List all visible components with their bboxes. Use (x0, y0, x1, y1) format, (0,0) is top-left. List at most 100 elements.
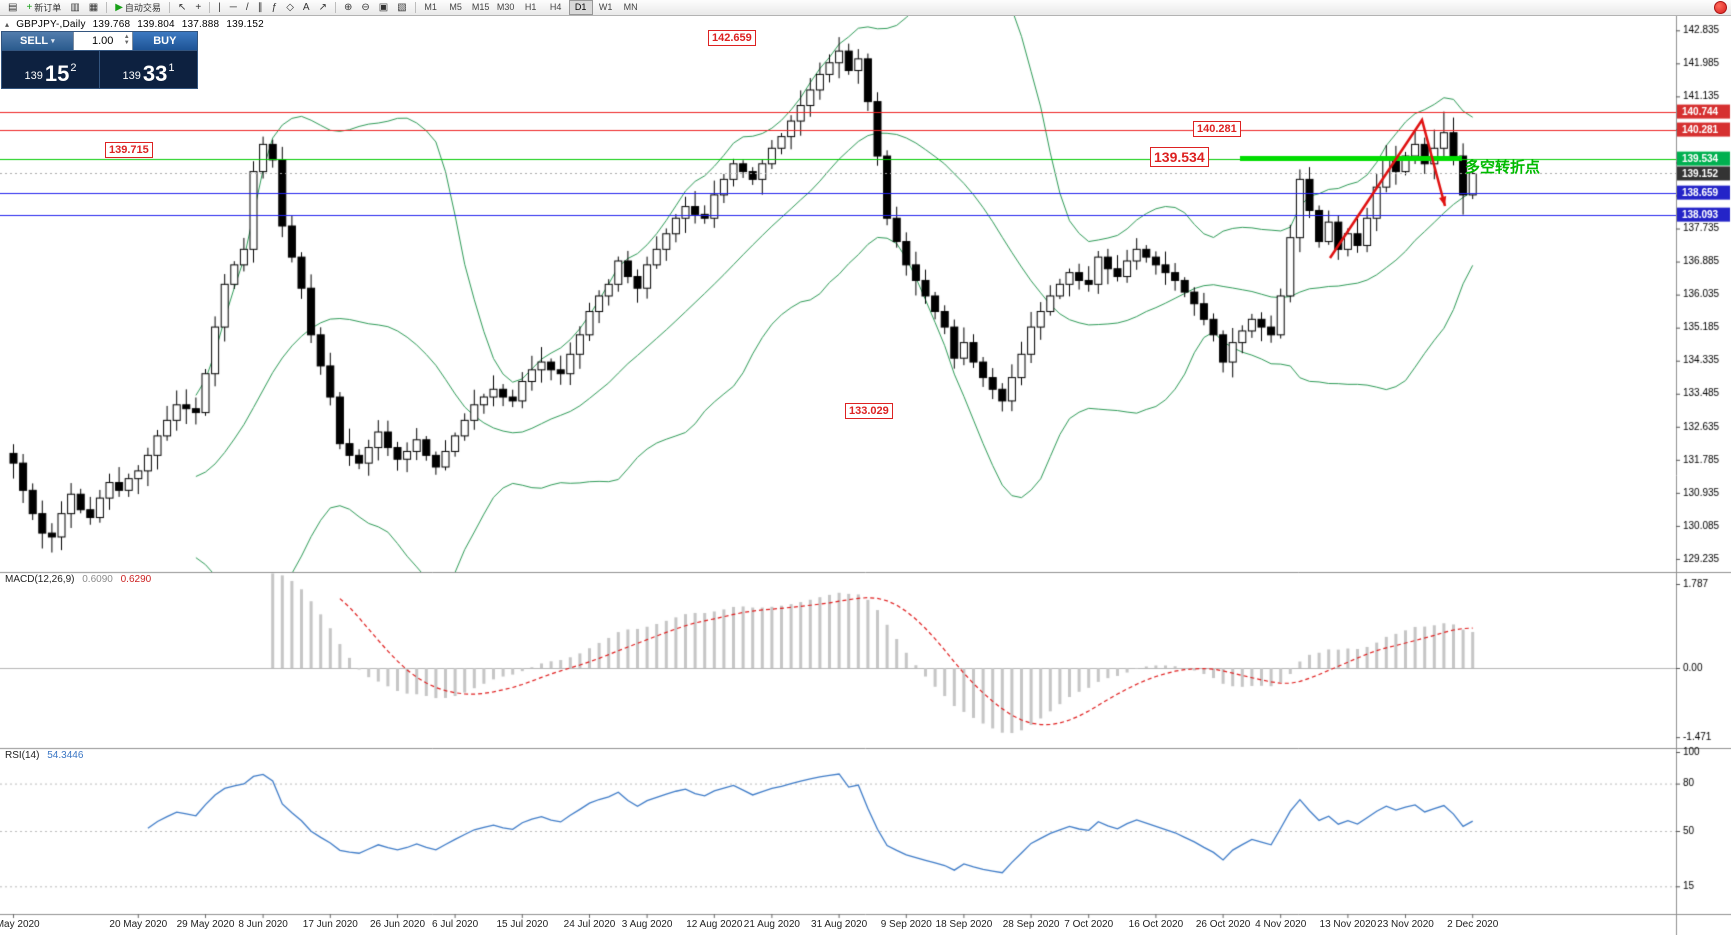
zoom-in-button[interactable]: ⊕ (340, 0, 356, 16)
timeframe-h4[interactable]: H4 (549, 2, 562, 12)
macd-main-value: 0.6090 (82, 574, 113, 585)
new-order-button-label: 新订单 (34, 3, 62, 13)
timeframe-h1[interactable]: H1 (524, 2, 537, 12)
text-button[interactable]: A (299, 0, 314, 16)
date-axis-label: 31 Aug 2020 (811, 919, 868, 930)
equidistant-channel-button[interactable]: ∥ (254, 0, 267, 16)
profiles-button-icon: ▦ (88, 2, 99, 13)
horizontal-line-button-icon: ─ (229, 2, 237, 13)
timeframe-w1[interactable]: W1 (598, 2, 613, 12)
vertical-line-button-icon: | (218, 2, 221, 13)
zoom-out-button[interactable]: ⊖ (357, 0, 373, 16)
buy-price-pips: 33 (142, 61, 168, 86)
volume-stepper[interactable]: ▲ ▼ (124, 34, 130, 46)
rsi-value: 54.3446 (47, 750, 84, 761)
annotation-september-high[interactable]: 142.659 (708, 30, 756, 46)
date-axis-label: 29 May 2020 (176, 919, 235, 930)
toolbar-separator (209, 2, 211, 13)
trendline-button-icon: / (245, 2, 249, 13)
timeframe-m15[interactable]: M15 (471, 2, 490, 12)
fibonacci-button-icon: ƒ (271, 2, 278, 13)
trade-panel-prices: 139 15 2 139 33 1 (2, 51, 197, 88)
volume-up-icon[interactable]: ▲ (123, 34, 130, 40)
low-value: 137.888 (181, 19, 220, 30)
tile-windows-button[interactable]: ▣ (375, 0, 392, 16)
date-axis-label: 18 Sep 2020 (935, 919, 993, 930)
buy-price-point: 1 (168, 62, 175, 74)
buy-price[interactable]: 139 33 1 (99, 51, 197, 88)
volume-value: 1.00 (92, 35, 114, 47)
zoom-out-button-icon: ⊖ (361, 2, 370, 13)
fibonacci-button[interactable]: ƒ (268, 0, 282, 16)
chart-window-button[interactable]: ▤ (4, 0, 21, 16)
rsi-name: RSI(14) (5, 750, 40, 761)
buy-price-prefix: 139 (122, 70, 141, 82)
cursor-button-icon: ↖ (177, 2, 187, 13)
sell-price[interactable]: 139 15 2 (2, 51, 99, 88)
sell-price-pips: 15 (44, 61, 70, 86)
rsi-label: RSI(14) 54.3446 (5, 750, 83, 761)
charts-button-icon: ▥ (70, 2, 80, 13)
chart-canvas[interactable] (0, 16, 1731, 935)
date-axis-label: 4 Nov 2020 (1255, 919, 1307, 930)
timeframe-m30[interactable]: M30 (496, 2, 515, 12)
templates-button-icon: ▧ (397, 2, 407, 13)
cursor-button[interactable]: ↖ (174, 0, 190, 16)
crosshair-button[interactable]: + (191, 0, 205, 16)
sell-price-point: 2 (70, 62, 77, 74)
timeframe-toolbar: M1 M5 M15 M30 H1 H4 D1 W1 MN (419, 0, 643, 15)
annotation-key-level[interactable]: 139.534 (1150, 147, 1209, 167)
equidistant-channel-button-icon: ∥ (257, 2, 263, 13)
arrows-button[interactable]: ↗ (315, 0, 331, 16)
toolbar-separator (168, 2, 170, 13)
crosshair-button-icon: + (195, 2, 202, 13)
vertical-line-button[interactable]: | (214, 0, 225, 16)
chart-marker-icon: ▴ (5, 20, 10, 29)
timeframe-m1[interactable]: M1 (424, 2, 437, 12)
trendline-button[interactable]: / (242, 0, 253, 16)
volume-input[interactable]: 1.00 ▲ ▼ (72, 32, 133, 50)
toolbar: ▤ + 新订单 ▥ ▦ ▶ 自动交易 ↖ + | ─ / ∥ ƒ ◇ A ↗ ⊕ ⊖ ▣ ▧ M1 M5 M15 M30 H1 H… (0, 0, 1731, 16)
timeframe-m5[interactable]: M5 (449, 2, 462, 12)
sell-button-label: SELL (20, 35, 49, 47)
record-icon[interactable] (1714, 1, 1727, 14)
date-axis-label: 8 Jun 2020 (238, 919, 288, 930)
chart-window-button-icon: ▤ (8, 2, 18, 13)
volume-down-icon[interactable]: ▼ (123, 40, 130, 46)
date-axis-label: 12 Aug 2020 (686, 919, 743, 930)
profiles-button[interactable]: ▦ (85, 0, 102, 16)
text-button-icon: A (302, 2, 310, 13)
symbol-period: GBPJPY-,Daily (16, 19, 86, 30)
charts-button[interactable]: ▥ (66, 0, 83, 16)
date-axis-label: 24 Jul 2020 (563, 919, 616, 930)
sell-button[interactable]: SELL ▾ (2, 32, 73, 50)
zoom-in-button-icon: ⊕ (343, 2, 353, 13)
date-axis-label: 2 Dec 2020 (1447, 919, 1499, 930)
buy-button[interactable]: BUY (132, 32, 197, 50)
new-order-button[interactable]: + 新订单 (22, 0, 65, 16)
date-axis-label: 13 Nov 2020 (1319, 919, 1377, 930)
close-value: 139.152 (226, 19, 264, 30)
toolbar-left: ▤ + 新订单 ▥ ▦ ▶ 自动交易 ↖ + | ─ / ∥ ƒ ◇ A ↗ ⊕ ⊖ ▣ ▧ (4, 0, 419, 16)
annotation-december-high[interactable]: 140.281 (1193, 121, 1241, 137)
shapes-button-icon: ◇ (286, 2, 294, 13)
new-order-button-icon: + (26, 2, 33, 13)
one-click-trade-panel: SELL ▾ 1.00 ▲ ▼ BUY 139 15 2 139 33 1 (1, 31, 198, 89)
shapes-button[interactable]: ◇ (282, 0, 298, 16)
timeframe-d1[interactable]: D1 (568, 0, 593, 15)
timeframe-mn[interactable]: MN (623, 2, 638, 12)
annotation-turning-point[interactable]: 多空转折点 (1465, 159, 1541, 176)
autotrading-button[interactable]: ▶ 自动交易 (111, 0, 165, 16)
annotation-september-low[interactable]: 133.029 (845, 403, 893, 419)
date-axis-label: 26 Jun 2020 (369, 919, 426, 930)
templates-button[interactable]: ▧ (393, 0, 410, 16)
sell-price-prefix: 139 (24, 70, 43, 82)
date-axis-label: 3 Aug 2020 (621, 919, 673, 930)
date-axis-label: 17 Jun 2020 (302, 919, 358, 930)
date-axis-label: 23 Nov 2020 (1377, 919, 1434, 930)
date-axis-label: 20 May 2020 (109, 919, 168, 930)
annotation-june-high[interactable]: 139.715 (105, 142, 153, 158)
horizontal-line-button[interactable]: ─ (226, 0, 241, 16)
date-axis-label: 21 Aug 2020 (743, 919, 800, 930)
